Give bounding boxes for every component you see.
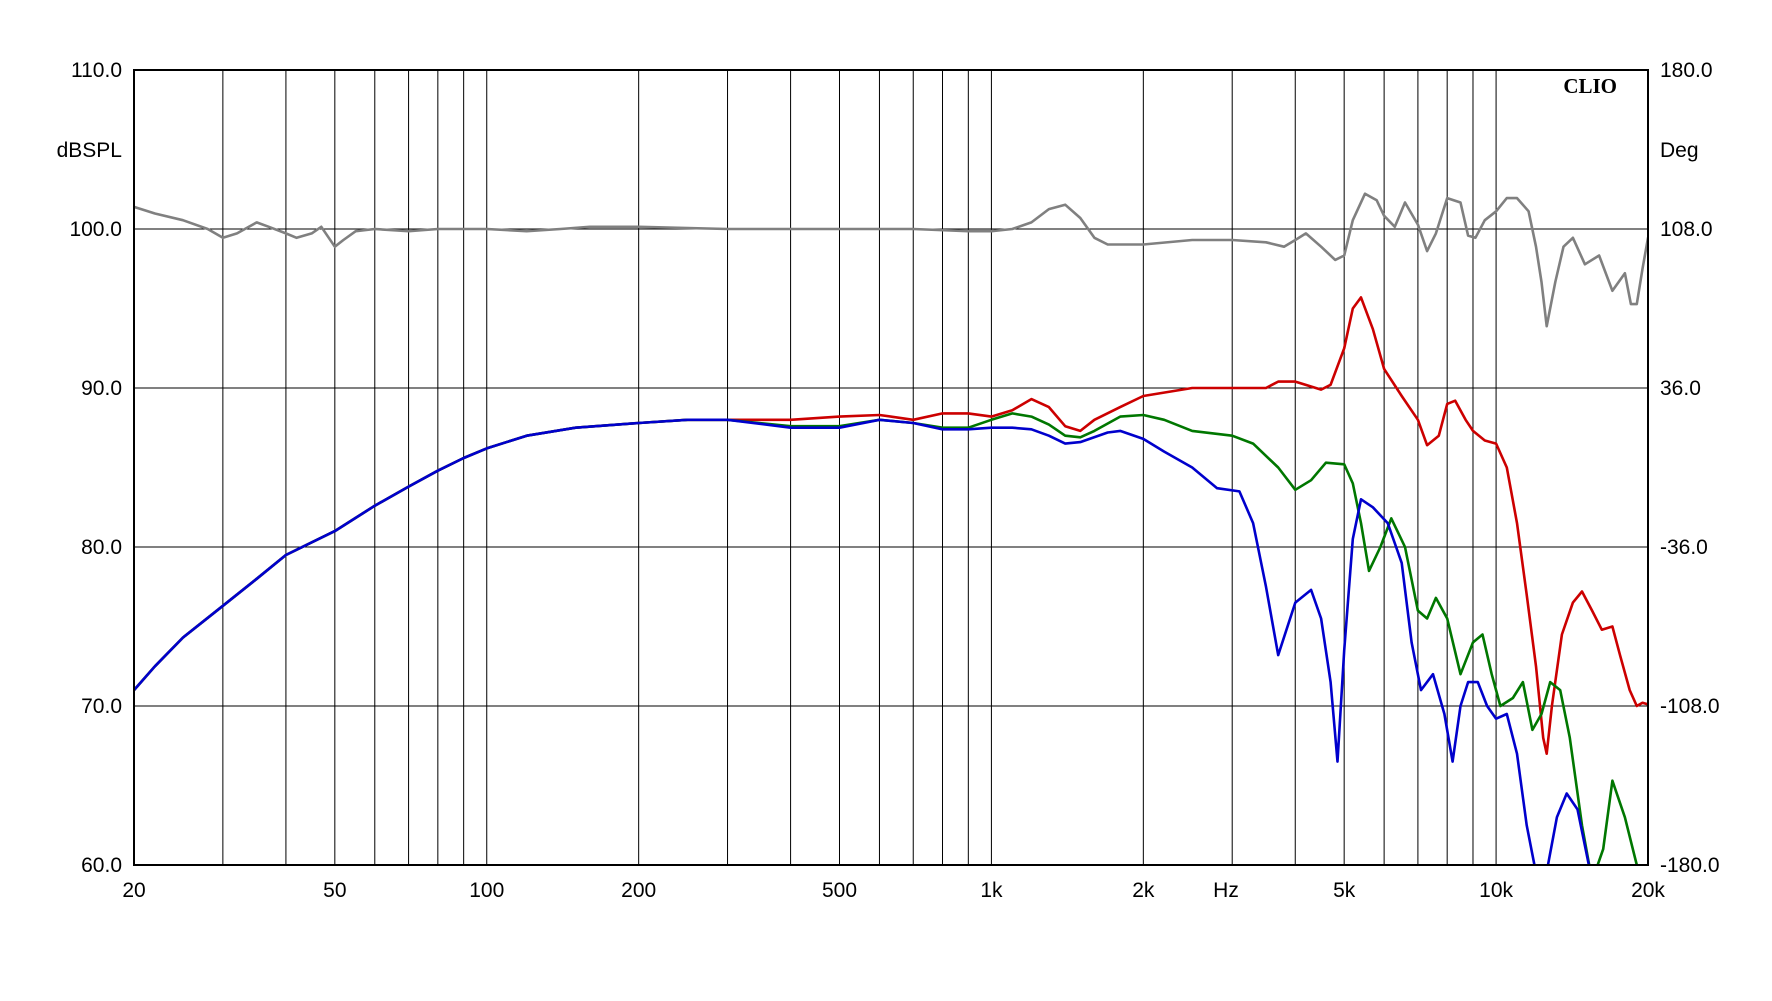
x-tick-label: 100 bbox=[469, 879, 504, 902]
x-tick-label: 5k bbox=[1333, 879, 1356, 902]
plot-frame bbox=[133, 69, 1649, 866]
x-tick-label: 500 bbox=[822, 879, 857, 902]
y2-tick-label: 180.0 bbox=[1660, 59, 1713, 82]
y2-axis-title: Deg bbox=[1660, 139, 1699, 162]
y-tick-label: 60.0 bbox=[81, 854, 122, 877]
x-tick-label: 10k bbox=[1479, 879, 1513, 902]
y2-tick-label: 36.0 bbox=[1660, 377, 1701, 400]
y2-tick-label: -108.0 bbox=[1660, 695, 1720, 718]
x-tick-label: 2k bbox=[1132, 879, 1155, 902]
y2-tick-label: -180.0 bbox=[1660, 854, 1720, 877]
grid bbox=[134, 70, 1648, 865]
y-tick-label: 70.0 bbox=[81, 695, 122, 718]
y2-tick-label: -36.0 bbox=[1660, 536, 1708, 559]
y-axis-title: dBSPL bbox=[57, 139, 122, 162]
x-tick-label: 1k bbox=[980, 879, 1003, 902]
y-tick-label: 90.0 bbox=[81, 377, 122, 400]
y2-tick-label: 108.0 bbox=[1660, 218, 1713, 241]
phase-series-line bbox=[134, 192, 1648, 328]
x-tick-label: 200 bbox=[621, 879, 656, 902]
x-axis-title: Hz bbox=[1213, 879, 1239, 902]
x-tick-label: 50 bbox=[323, 879, 346, 902]
y-tick-label: 100.0 bbox=[69, 218, 122, 241]
spl-series-line-2 bbox=[134, 412, 1639, 865]
x-tick-label: 20 bbox=[122, 879, 145, 902]
x-tick-label: 20k bbox=[1631, 879, 1665, 902]
y-tick-label: 110.0 bbox=[71, 59, 122, 82]
clio-logo: CLIO bbox=[1563, 74, 1617, 98]
y-tick-label: 80.0 bbox=[81, 536, 122, 559]
tick-labels: 20 50 100 200 500 1k 2k 5k 10k 20k 60.0 70.0 80.0 90.… bbox=[69, 59, 1719, 902]
spl-series-line-3 bbox=[134, 418, 1591, 865]
series-group bbox=[134, 192, 1648, 865]
